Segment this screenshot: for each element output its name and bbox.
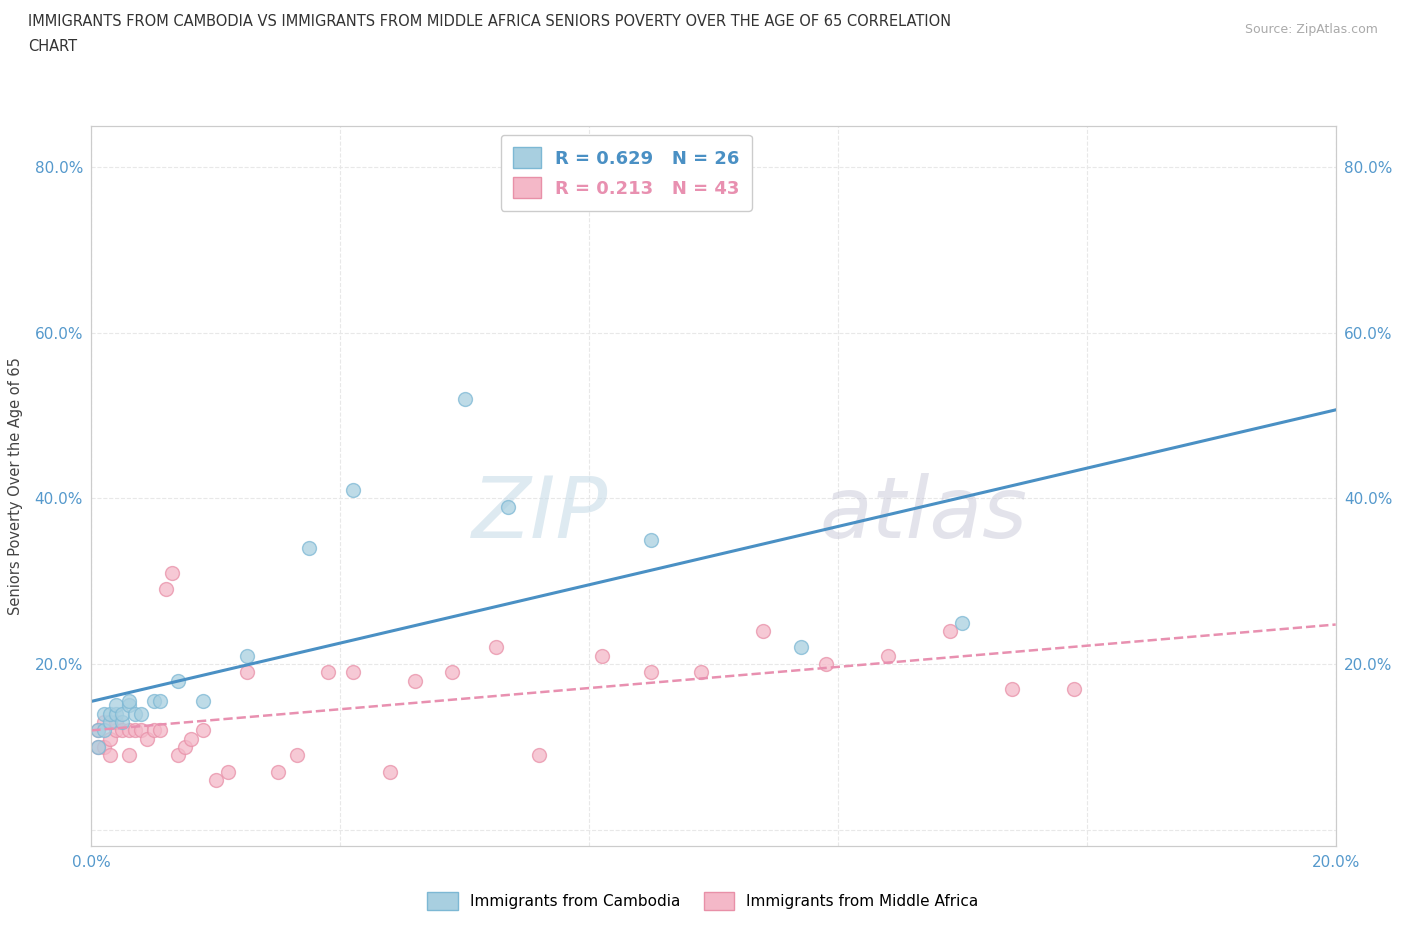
- Y-axis label: Seniors Poverty Over the Age of 65: Seniors Poverty Over the Age of 65: [8, 357, 24, 615]
- Point: [111, 723, 134, 737]
- Point: [129, 706, 152, 721]
- Text: ZIP: ZIP: [471, 473, 607, 556]
- Text: Source: ZipAtlas.com: Source: ZipAtlas.com: [1244, 23, 1378, 36]
- Point: [453, 392, 475, 406]
- Point: [93, 706, 115, 721]
- Point: [1001, 682, 1024, 697]
- Point: [752, 623, 775, 638]
- Point: [93, 739, 115, 754]
- Point: [111, 714, 134, 729]
- Point: [105, 714, 128, 729]
- Point: [173, 739, 195, 754]
- Point: [236, 648, 259, 663]
- Point: [529, 748, 551, 763]
- Point: [129, 723, 152, 737]
- Point: [876, 648, 898, 663]
- Point: [98, 748, 121, 763]
- Point: [86, 739, 108, 754]
- Point: [167, 748, 190, 763]
- Point: [298, 540, 321, 555]
- Point: [939, 623, 962, 638]
- Point: [205, 773, 228, 788]
- Point: [267, 764, 290, 779]
- Point: [86, 723, 108, 737]
- Point: [86, 739, 108, 754]
- Point: [98, 714, 121, 729]
- Point: [193, 723, 215, 737]
- Point: [950, 615, 973, 630]
- Point: [105, 723, 128, 737]
- Point: [142, 694, 165, 709]
- Point: [118, 723, 141, 737]
- Text: CHART: CHART: [28, 39, 77, 54]
- Point: [285, 748, 308, 763]
- Point: [217, 764, 239, 779]
- Point: [690, 665, 713, 680]
- Point: [404, 673, 426, 688]
- Point: [640, 532, 662, 547]
- Point: [98, 731, 121, 746]
- Point: [167, 673, 190, 688]
- Legend: R = 0.629   N = 26, R = 0.213   N = 43: R = 0.629 N = 26, R = 0.213 N = 43: [501, 135, 752, 210]
- Point: [155, 582, 177, 597]
- Point: [180, 731, 202, 746]
- Text: IMMIGRANTS FROM CAMBODIA VS IMMIGRANTS FROM MIDDLE AFRICA SENIORS POVERTY OVER T: IMMIGRANTS FROM CAMBODIA VS IMMIGRANTS F…: [28, 14, 952, 29]
- Point: [105, 698, 128, 713]
- Point: [441, 665, 464, 680]
- Point: [149, 694, 172, 709]
- Point: [485, 640, 508, 655]
- Point: [124, 706, 146, 721]
- Point: [118, 748, 141, 763]
- Legend: Immigrants from Cambodia, Immigrants from Middle Africa: Immigrants from Cambodia, Immigrants fro…: [420, 884, 986, 918]
- Point: [124, 723, 146, 737]
- Point: [193, 694, 215, 709]
- Point: [342, 483, 364, 498]
- Point: [1063, 682, 1085, 697]
- Point: [118, 694, 141, 709]
- Point: [591, 648, 613, 663]
- Point: [342, 665, 364, 680]
- Point: [136, 731, 159, 746]
- Point: [640, 665, 662, 680]
- Point: [142, 723, 165, 737]
- Point: [105, 706, 128, 721]
- Point: [93, 714, 115, 729]
- Point: [149, 723, 172, 737]
- Point: [789, 640, 811, 655]
- Point: [162, 565, 184, 580]
- Point: [98, 706, 121, 721]
- Point: [118, 698, 141, 713]
- Point: [378, 764, 401, 779]
- Point: [86, 723, 108, 737]
- Point: [111, 706, 134, 721]
- Point: [814, 657, 837, 671]
- Point: [236, 665, 259, 680]
- Point: [316, 665, 339, 680]
- Text: atlas: atlas: [820, 473, 1028, 556]
- Point: [496, 499, 519, 514]
- Point: [93, 723, 115, 737]
